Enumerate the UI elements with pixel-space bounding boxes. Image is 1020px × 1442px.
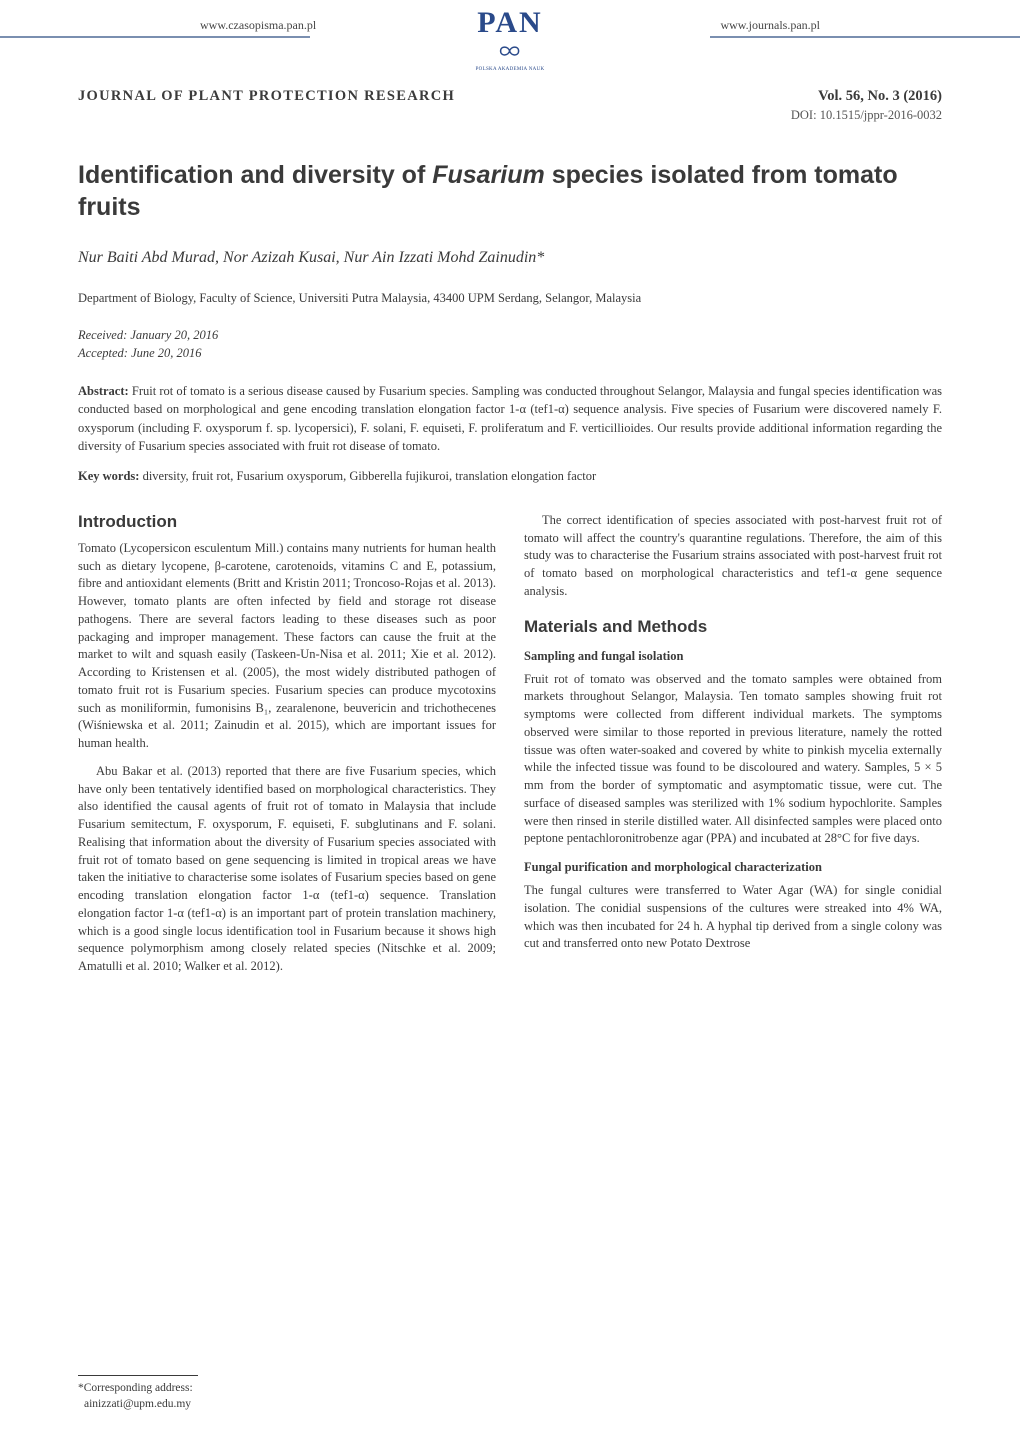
banner-url-left: www.czasopisma.pan.pl: [200, 18, 316, 33]
keywords-label: Key words:: [78, 469, 139, 483]
banner-rule-right: [710, 36, 1020, 38]
doi-line: DOI: 10.1515/jppr-2016-0032: [791, 108, 942, 123]
logo-subtext: POLSKA AKADEMIA NAUK: [476, 67, 545, 72]
header-row: JOURNAL OF PLANT PROTECTION RESEARCH Vol…: [78, 88, 942, 123]
authors: Nur Baiti Abd Murad, Nor Azizah Kusai, N…: [78, 249, 942, 267]
methods-para-1: Fruit rot of tomato was observed and the…: [524, 671, 942, 849]
methods-para-2: The fungal cultures were transferred to …: [524, 882, 942, 953]
affiliation: Department of Biology, Faculty of Scienc…: [78, 291, 942, 306]
footer-rule: [78, 1375, 198, 1376]
article-title: Identification and diversity of Fusarium…: [78, 159, 942, 223]
keywords-text: diversity, fruit rot, Fusarium oxysporum…: [139, 469, 596, 483]
abstract: Abstract: Fruit rot of tomato is a serio…: [78, 382, 942, 455]
corresponding-label: *Corresponding address:: [78, 1380, 198, 1396]
corresponding-email: ainizzati@upm.edu.my: [78, 1396, 198, 1412]
left-column: Introduction Tomato (Lycopersicon escule…: [78, 512, 496, 986]
two-column-body: Introduction Tomato (Lycopersicon escule…: [78, 512, 942, 986]
journal-name: JOURNAL OF PLANT PROTECTION RESEARCH: [78, 88, 455, 105]
publisher-logo: PAN POLSKA AKADEMIA NAUK: [476, 8, 545, 72]
volume-block: Vol. 56, No. 3 (2016) DOI: 10.1515/jppr-…: [791, 88, 942, 123]
subhead-sampling: Sampling and fungal isolation: [524, 649, 942, 664]
top-banner: www.czasopisma.pan.pl PAN POLSKA AKADEMI…: [0, 0, 1020, 72]
intro-para-1: Tomato (Lycopersicon esculentum Mill.) c…: [78, 540, 496, 753]
abstract-text: Fruit rot of tomato is a serious disease…: [78, 384, 942, 452]
intro-para-2: Abu Bakar et al. (2013) reported that th…: [78, 763, 496, 976]
dates-block: Received: January 20, 2016 Accepted: Jun…: [78, 326, 942, 362]
banner-url-right: www.journals.pan.pl: [720, 18, 820, 33]
section-introduction: Introduction: [78, 512, 496, 532]
received-date: Received: January 20, 2016: [78, 326, 942, 344]
page-content: JOURNAL OF PLANT PROTECTION RESEARCH Vol…: [0, 72, 1020, 1016]
subhead-purification: Fungal purification and morphological ch…: [524, 860, 942, 875]
accepted-date: Accepted: June 20, 2016: [78, 344, 942, 362]
keywords: Key words: diversity, fruit rot, Fusariu…: [78, 469, 942, 484]
intro-para-3: The correct identification of species as…: [524, 512, 942, 601]
footer-corresponding: *Corresponding address: ainizzati@upm.ed…: [78, 1375, 198, 1412]
right-column: The correct identification of species as…: [524, 512, 942, 986]
logo-text: PAN: [476, 8, 545, 38]
abstract-label: Abstract:: [78, 384, 129, 398]
section-methods: Materials and Methods: [524, 617, 942, 637]
banner-rule-left: [0, 36, 310, 38]
volume-line: Vol. 56, No. 3 (2016): [791, 88, 942, 105]
infinity-icon: [492, 40, 528, 62]
